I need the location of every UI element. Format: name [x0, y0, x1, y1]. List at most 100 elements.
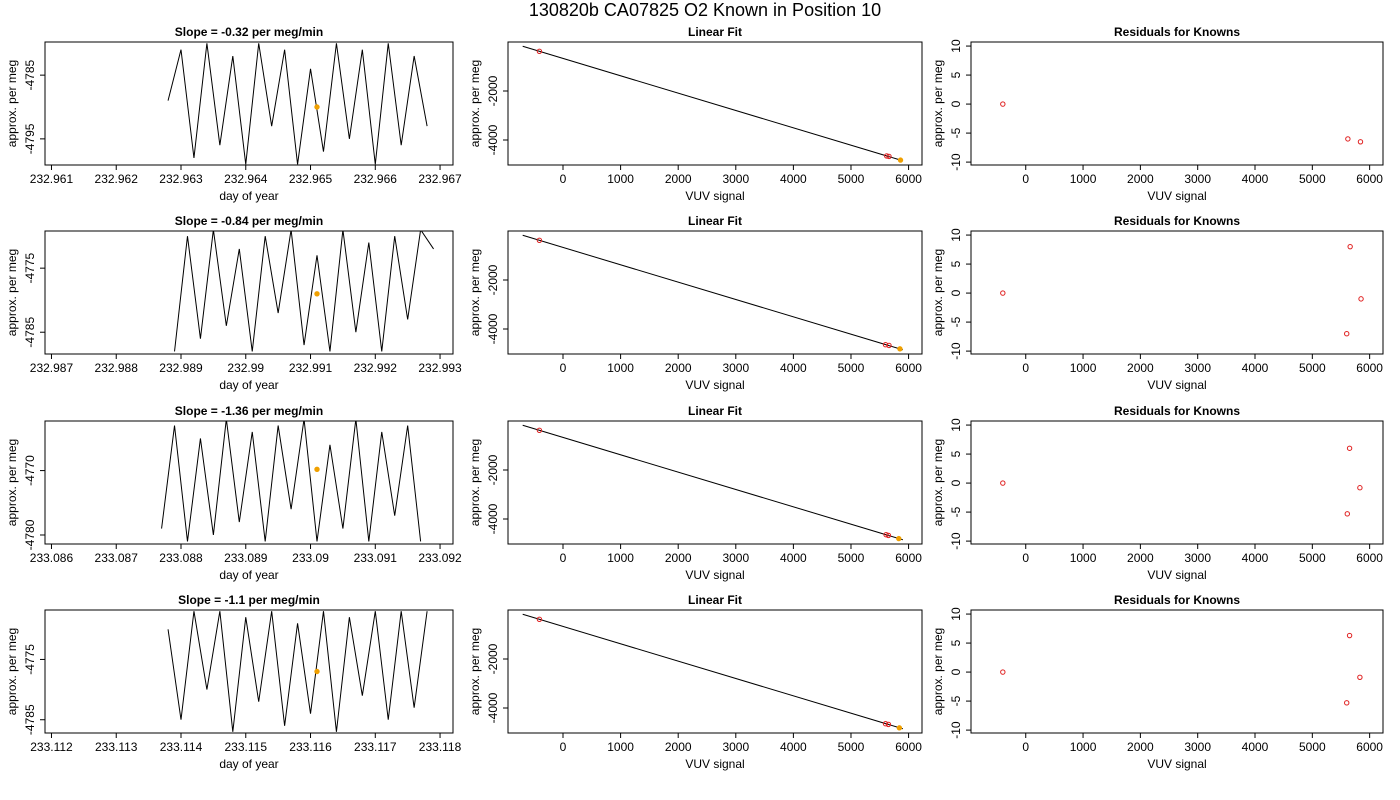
data-line [522, 45, 903, 162]
x-tick-label: 5000 [1299, 551, 1326, 565]
plot-area [522, 234, 903, 352]
data-point [314, 466, 320, 472]
x-tick-label: 232.988 [95, 361, 139, 375]
x-axis-label: VUV signal [1147, 189, 1206, 203]
x-axis-label: day of year [219, 189, 278, 203]
y-tick-label: -4770 [23, 455, 37, 486]
y-tick-label: 5 [949, 260, 963, 267]
x-tick-label: 5000 [838, 361, 865, 375]
data-point [882, 720, 889, 727]
data-point [883, 531, 889, 538]
x-tick-label: 232.963 [159, 172, 203, 186]
y-axis-label: approx. per meg [5, 249, 19, 336]
x-axis-label: VUV signal [685, 568, 744, 582]
x-axis-label: VUV signal [1147, 378, 1206, 392]
y-tick-label: 0 [949, 100, 963, 107]
y-tick-label: -5 [949, 127, 963, 138]
x-tick-label: 232.99 [227, 361, 264, 375]
y-axis-label: approx. per meg [931, 439, 945, 526]
y-tick-label: 0 [949, 668, 963, 675]
x-tick-label: 233.116 [289, 740, 332, 754]
x-tick-label: 1000 [607, 740, 634, 754]
data-point [1357, 674, 1363, 681]
data-point [1345, 136, 1351, 142]
plot-area [1000, 243, 1364, 337]
panel-title: Residuals for Knowns [1114, 25, 1240, 39]
x-tick-label: 5000 [1299, 740, 1326, 754]
y-tick-label: -4780 [23, 519, 37, 550]
x-tick-label: 0 [1022, 172, 1029, 186]
x-tick-label: 233.092 [418, 551, 462, 565]
x-tick-label: 0 [560, 551, 567, 565]
data-line [522, 613, 903, 730]
y-axis-label: approx. per meg [468, 249, 482, 336]
x-tick-label: 233.114 [160, 740, 203, 754]
data-point [1344, 700, 1350, 706]
data-point [1357, 485, 1363, 491]
x-tick-label: 233.087 [95, 551, 139, 565]
y-tick-label: 0 [949, 289, 963, 296]
data-point [885, 532, 892, 539]
x-tick-label: 233.09 [292, 551, 329, 565]
plot-area [522, 424, 903, 542]
y-tick-label: -2000 [486, 643, 500, 674]
x-tick-label: 3000 [722, 172, 749, 186]
x-tick-label: 232.991 [289, 361, 333, 375]
y-axis-label: approx. per meg [931, 628, 945, 715]
plot-frame [44, 41, 454, 166]
x-tick-label: 4000 [1242, 740, 1269, 754]
x-tick-label: 1000 [607, 551, 634, 565]
data-point [897, 157, 904, 163]
x-tick-label: 5000 [838, 172, 865, 186]
data-point [1357, 139, 1364, 145]
plot-area [1000, 632, 1363, 706]
x-tick-label: 3000 [1184, 172, 1211, 186]
x-tick-label: 6000 [895, 551, 922, 565]
x-tick-label: 2000 [1127, 740, 1154, 754]
x-tick-label: 0 [560, 172, 567, 186]
data-point [886, 153, 892, 160]
x-tick-label: 2000 [1127, 551, 1154, 565]
x-tick-label: 3000 [722, 551, 749, 565]
panel-title: Linear Fit [688, 25, 742, 39]
y-tick-label: -10 [949, 342, 963, 360]
panel-title: Slope = -0.84 per meg/min [175, 214, 323, 228]
x-tick-label: 2000 [1127, 172, 1154, 186]
y-tick-label: -10 [949, 721, 963, 739]
x-tick-label: 0 [1022, 551, 1029, 565]
x-tick-label: 0 [560, 740, 567, 754]
panel-title: Linear Fit [688, 593, 742, 607]
plot-frame [44, 420, 454, 545]
x-tick-label: 6000 [1356, 361, 1383, 375]
x-tick-label: 4000 [780, 172, 807, 186]
y-tick-label: -4775 [23, 644, 37, 675]
plot-area [167, 611, 428, 732]
x-tick-label: 232.966 [354, 172, 398, 186]
y-tick-label: -2000 [486, 454, 500, 485]
plot-frame [507, 41, 923, 166]
x-tick-label: 2000 [665, 740, 692, 754]
x-tick-label: 5000 [838, 740, 865, 754]
data-point [536, 616, 543, 623]
x-tick-label: 233.088 [159, 551, 203, 565]
x-tick-label: 1000 [1070, 740, 1097, 754]
data-point [1000, 290, 1006, 296]
data-point [897, 346, 903, 352]
data-point [536, 48, 543, 55]
x-tick-label: 233.091 [354, 551, 398, 565]
x-tick-label: 233.089 [224, 551, 268, 565]
panel-title: Slope = -1.36 per meg/min [175, 404, 323, 418]
y-axis-label: approx. per meg [5, 439, 19, 526]
plot-area [174, 231, 434, 352]
data-point [896, 725, 903, 731]
plot-frame [44, 609, 454, 734]
x-tick-label: 233.117 [354, 740, 397, 754]
x-tick-label: 5000 [1299, 361, 1326, 375]
panel-title: Linear Fit [688, 404, 742, 418]
x-tick-label: 3000 [722, 740, 749, 754]
y-tick-label: 10 [949, 607, 963, 621]
y-tick-label: 10 [949, 418, 963, 432]
plot-area [522, 45, 904, 163]
data-point [1344, 330, 1350, 337]
